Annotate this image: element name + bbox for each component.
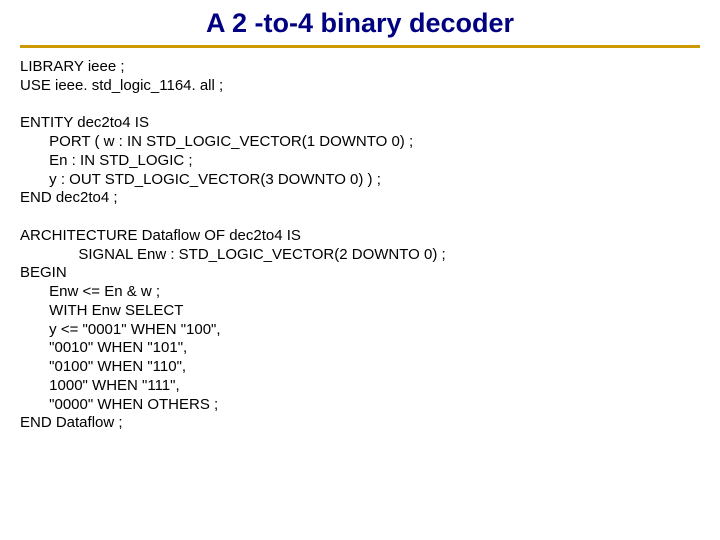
code-line: En : IN STD_LOGIC ; [20, 152, 193, 169]
code-line: BEGIN [20, 264, 67, 281]
page-title: A 2 -to-4 binary decoder [20, 8, 700, 39]
code-line: Enw <= En & w ; [20, 283, 160, 300]
code-line: ARCHITECTURE Dataflow OF dec2to4 IS [20, 227, 301, 244]
code-line: "0100" WHEN "110", [20, 358, 186, 375]
code-line: SIGNAL Enw : STD_LOGIC_VECTOR(2 DOWNTO 0… [20, 246, 446, 263]
code-line: y : OUT STD_LOGIC_VECTOR(3 DOWNTO 0) ) ; [20, 171, 381, 188]
code-line: "0000" WHEN OTHERS ; [20, 396, 218, 413]
code-line: "0010" WHEN "101", [20, 339, 187, 356]
code-line: END dec2to4 ; [20, 189, 118, 206]
code-listing: LIBRARY ieee ; USE ieee. std_logic_1164.… [20, 58, 700, 433]
code-line: END Dataflow ; [20, 414, 123, 431]
code-line: WITH Enw SELECT [20, 302, 183, 319]
code-line: LIBRARY ieee ; [20, 58, 125, 75]
code-line: ENTITY dec2to4 IS [20, 114, 149, 131]
code-line: USE ieee. std_logic_1164. all ; [20, 77, 223, 94]
slide-container: A 2 -to-4 binary decoder LIBRARY ieee ; … [0, 0, 720, 453]
code-line: y <= "0001" WHEN "100", [20, 321, 221, 338]
code-line: 1000" WHEN "111", [20, 377, 180, 394]
title-underline [20, 45, 700, 48]
code-line: PORT ( w : IN STD_LOGIC_VECTOR(1 DOWNTO … [20, 133, 413, 150]
